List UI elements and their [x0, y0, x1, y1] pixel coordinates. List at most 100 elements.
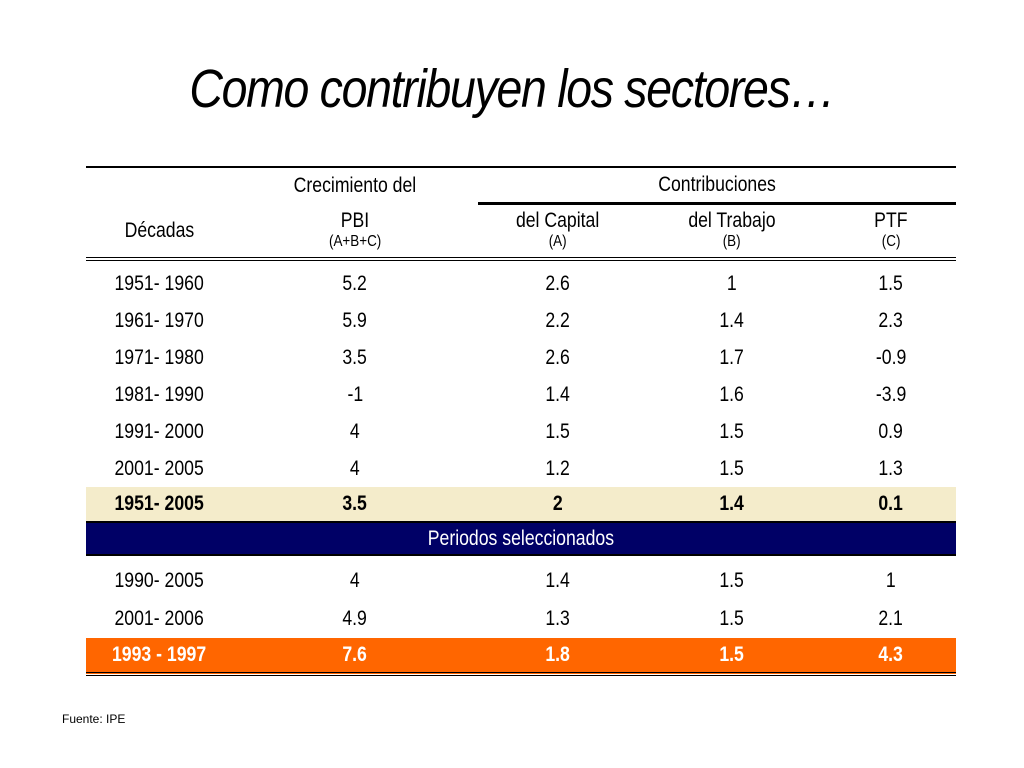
- header-capital: del Capital: [478, 204, 638, 234]
- header-trabajo-label: del Trabajo: [688, 209, 776, 232]
- cell-decada-text: 2001- 2005: [114, 456, 204, 480]
- header-ptf-label: PTF: [874, 209, 908, 232]
- header-row-1: Crecimiento del Contribuciones: [86, 167, 957, 205]
- cell-decada: 1990- 2005: [86, 555, 232, 600]
- cell-ptf: 1: [826, 555, 956, 600]
- source-footnote: Fuente: IPE: [62, 712, 126, 726]
- cell-pbi-text: -1: [347, 382, 363, 406]
- cell-decada-text: 1971- 1980: [114, 345, 204, 369]
- cell-ptf-text: -3.9: [875, 382, 907, 406]
- header-empty-cell: [86, 167, 232, 204]
- cell-ptf-text: -0.9: [875, 345, 907, 369]
- cell-trabajo-text: 1.4: [719, 492, 745, 515]
- cell-decada: 2001- 2006: [86, 600, 232, 638]
- cell-capital: 1.4: [478, 555, 638, 600]
- cell-trabajo: 1: [638, 259, 826, 302]
- header-pbi: PBI: [232, 204, 478, 234]
- contributions-table-container: Crecimiento del Contribuciones PBI del C…: [86, 166, 957, 676]
- cell-ptf-text: 0.9: [878, 419, 904, 443]
- cell-ptf: 1.5: [826, 259, 956, 302]
- header-trabajo-code-label: (B): [723, 233, 741, 250]
- cell-ptf-text: 2.3: [878, 308, 904, 332]
- cell-capital: 2.6: [478, 339, 638, 376]
- cell-capital-text: 1.2: [545, 456, 571, 480]
- table-row: 1951- 1960 5.2 2.6 1 1.5: [86, 259, 956, 302]
- cell-pbi: -1: [232, 376, 478, 413]
- cell-capital-text: 2.2: [545, 308, 571, 332]
- cell-trabajo: 1.6: [638, 376, 826, 413]
- cell-ptf: 1.3: [826, 450, 956, 487]
- cell-pbi-text: 4.9: [342, 607, 368, 630]
- cell-decada-text: 1951- 2005: [114, 492, 204, 515]
- cell-trabajo-text: 1.4: [719, 308, 745, 332]
- header-trabajo: del Trabajo: [638, 204, 826, 234]
- cell-pbi: 4: [232, 450, 478, 487]
- cell-pbi: 4.9: [232, 600, 478, 638]
- cell-decada-text: 1993 - 1997: [111, 643, 207, 666]
- cell-pbi-text: 4: [350, 456, 360, 480]
- cell-trabajo: 1.5: [638, 450, 826, 487]
- cell-trabajo: 1.5: [638, 555, 826, 600]
- cell-decada-text: 2001- 2006: [114, 607, 204, 630]
- cell-ptf: 2.3: [826, 302, 956, 339]
- cell-ptf-text: 1.5: [878, 271, 904, 295]
- cell-capital-text: 1.5: [545, 419, 571, 443]
- header-pbi-label: PBI: [340, 209, 370, 232]
- table-row: 1981- 1990 -1 1.4 1.6 -3.9: [86, 376, 956, 413]
- cell-capital: 1.8: [478, 638, 638, 676]
- header-formula: (A+B+C): [232, 233, 478, 261]
- table-row: 1991- 2000 4 1.5 1.5 0.9: [86, 413, 956, 450]
- cell-pbi-text: 5.2: [342, 271, 368, 295]
- header-row-3: Décadas (A+B+C) (A) (B) (C): [86, 219, 957, 261]
- cell-capital: 2.2: [478, 302, 638, 339]
- cell-pbi: 3.5: [232, 487, 478, 522]
- cell-trabajo: 1.5: [638, 638, 826, 676]
- table-row: 1961- 1970 5.9 2.2 1.4 2.3: [86, 302, 956, 339]
- cell-capital: 1.5: [478, 413, 638, 450]
- cell-decada-text: 1951- 1960: [114, 271, 204, 295]
- cell-trabajo: 1.4: [638, 302, 826, 339]
- cell-trabajo-text: 1.7: [719, 345, 745, 369]
- header-formula-label: (A+B+C): [328, 233, 382, 250]
- header-decadas: Décadas: [86, 219, 232, 247]
- cell-capital-text: 1.4: [545, 569, 571, 592]
- cell-capital: 2: [478, 487, 638, 522]
- cell-capital: 1.3: [478, 600, 638, 638]
- cell-pbi-text: 4: [350, 419, 360, 443]
- contributions-table: Crecimiento del Contribuciones PBI del C…: [86, 166, 957, 676]
- cell-trabajo: 1.7: [638, 339, 826, 376]
- cell-trabajo-text: 1.5: [719, 569, 745, 592]
- header-ptf-code: (C): [826, 233, 957, 261]
- cell-capital: 1.2: [478, 450, 638, 487]
- table-row: 1971- 1980 3.5 2.6 1.7 -0.9: [86, 339, 956, 376]
- header-trabajo-code: (B): [638, 233, 826, 261]
- cell-decada: 1993 - 1997: [86, 638, 232, 676]
- cell-ptf: -3.9: [826, 376, 956, 413]
- cell-capital-text: 2.6: [545, 345, 571, 369]
- cell-capital-text: 2.6: [545, 271, 571, 295]
- cell-capital: 1.4: [478, 376, 638, 413]
- cell-pbi: 3.5: [232, 339, 478, 376]
- header-capital-code: (A): [478, 233, 638, 261]
- header-decadas-label: Décadas: [124, 219, 194, 242]
- cell-pbi-text: 3.5: [342, 345, 368, 369]
- cell-pbi: 4: [232, 413, 478, 450]
- highlight-row: 1993 - 1997 7.6 1.8 1.5 4.3: [86, 638, 957, 676]
- header-crecimiento-label: Crecimiento del: [293, 173, 417, 197]
- header-row-2: PBI del Capital del Trabajo PTF: [86, 204, 956, 234]
- cell-pbi: 5.2: [232, 259, 478, 302]
- cell-ptf-text: 1.3: [878, 456, 904, 480]
- cell-trabajo-text: 1.6: [719, 382, 745, 406]
- cell-ptf-text: 2.1: [878, 607, 904, 630]
- cell-ptf: 0.1: [826, 487, 957, 522]
- cell-pbi-text: 3.5: [342, 492, 368, 515]
- cell-decada: 1981- 1990: [86, 376, 232, 413]
- cell-capital-text: 1.4: [545, 382, 571, 406]
- cell-capital: 2.6: [478, 259, 638, 302]
- cell-ptf: 0.9: [826, 413, 956, 450]
- cell-trabajo-text: 1.5: [719, 456, 745, 480]
- section-label: Periodos seleccionados: [427, 526, 615, 550]
- slide-title: Como contribuyen los sectores…: [189, 59, 836, 119]
- cell-ptf: 2.1: [826, 600, 956, 638]
- header-crecimiento: Crecimiento del: [232, 167, 478, 204]
